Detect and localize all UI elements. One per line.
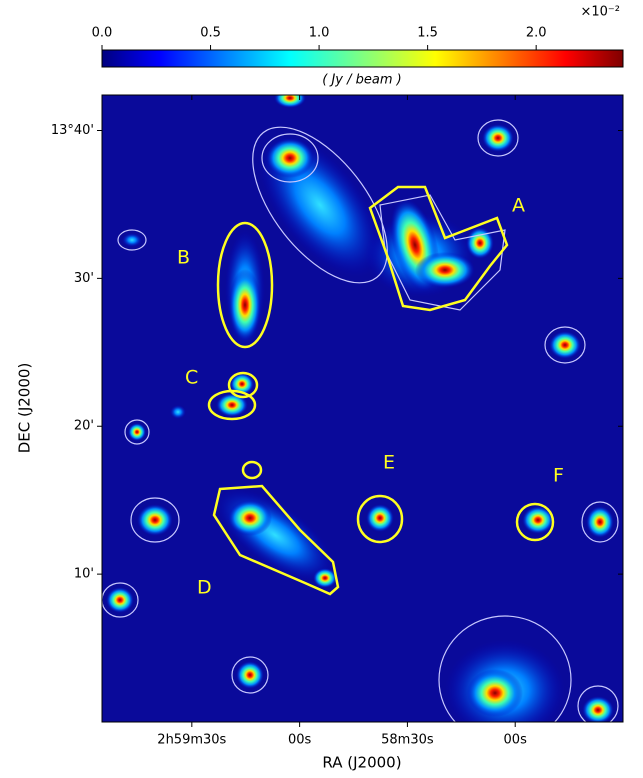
- region-label: A: [512, 195, 525, 217]
- y-tick-label: 30': [74, 271, 94, 286]
- region-label: C: [185, 367, 198, 389]
- x-tick-label: 00s: [504, 733, 528, 748]
- region-label: B: [177, 247, 190, 269]
- colorbar: [101, 49, 624, 68]
- colorbar-tick-label: 2.0: [526, 26, 547, 41]
- region-label: F: [553, 465, 564, 487]
- x-tick-label: 58m30s: [381, 733, 434, 748]
- colorbar-tick-label: 0.5: [200, 26, 221, 41]
- colorbar-tick-label: 1.5: [417, 26, 438, 41]
- colorbar-tick-label: 0.0: [92, 26, 113, 41]
- x-tick-label: 00s: [288, 733, 312, 748]
- region-label: D: [197, 577, 212, 599]
- region-label: E: [383, 452, 395, 474]
- y-axis-title: DEC (J2000): [16, 363, 34, 454]
- colorbar-label: ( Jy / beam ): [322, 73, 401, 88]
- x-axis-title: RA (J2000): [322, 754, 401, 772]
- colorbar-tick-label: 1.0: [309, 26, 330, 41]
- y-tick-label: 13°40': [51, 123, 94, 138]
- x-tick-label: 2h59m30s: [157, 733, 226, 748]
- image: [102, 95, 623, 722]
- y-tick-label: 10': [74, 567, 94, 582]
- plot-frame: [101, 94, 624, 723]
- y-tick-label: 20': [74, 419, 94, 434]
- colorbar-multiplier: ×10⁻²: [580, 5, 620, 20]
